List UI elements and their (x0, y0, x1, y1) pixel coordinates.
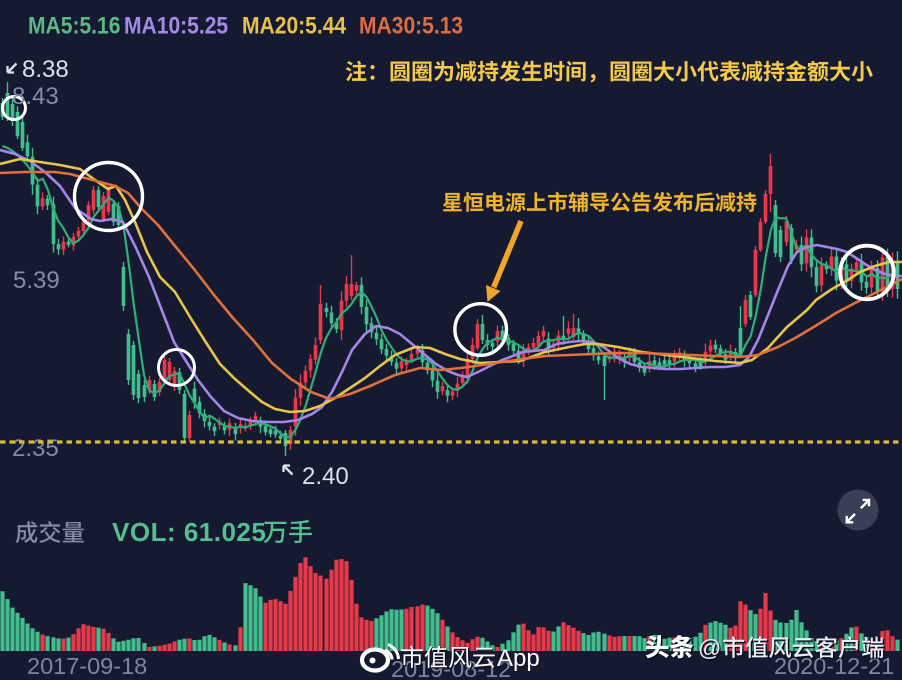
svg-text:8.43: 8.43 (12, 83, 59, 110)
svg-text:8.38: 8.38 (22, 56, 69, 83)
svg-text:App: App (497, 645, 540, 672)
svg-text:App: App (497, 646, 540, 673)
svg-text:VOL: 61.025: VOL: 61.025 (112, 517, 266, 547)
svg-text:2017-09-18: 2017-09-18 (27, 653, 147, 679)
svg-text:5.39: 5.39 (13, 267, 60, 294)
svg-text:MA20:5.44: MA20:5.44 (242, 11, 346, 39)
svg-text:@: @ (699, 636, 722, 662)
svg-text:@: @ (698, 635, 721, 661)
svg-text:2.40: 2.40 (302, 463, 349, 490)
svg-text:MA10:5.25: MA10:5.25 (124, 11, 228, 39)
svg-text:2.35: 2.35 (12, 435, 59, 462)
svg-text:MA30:5.13: MA30:5.13 (359, 11, 463, 39)
svg-text:MA5:5.16: MA5:5.16 (28, 11, 120, 39)
